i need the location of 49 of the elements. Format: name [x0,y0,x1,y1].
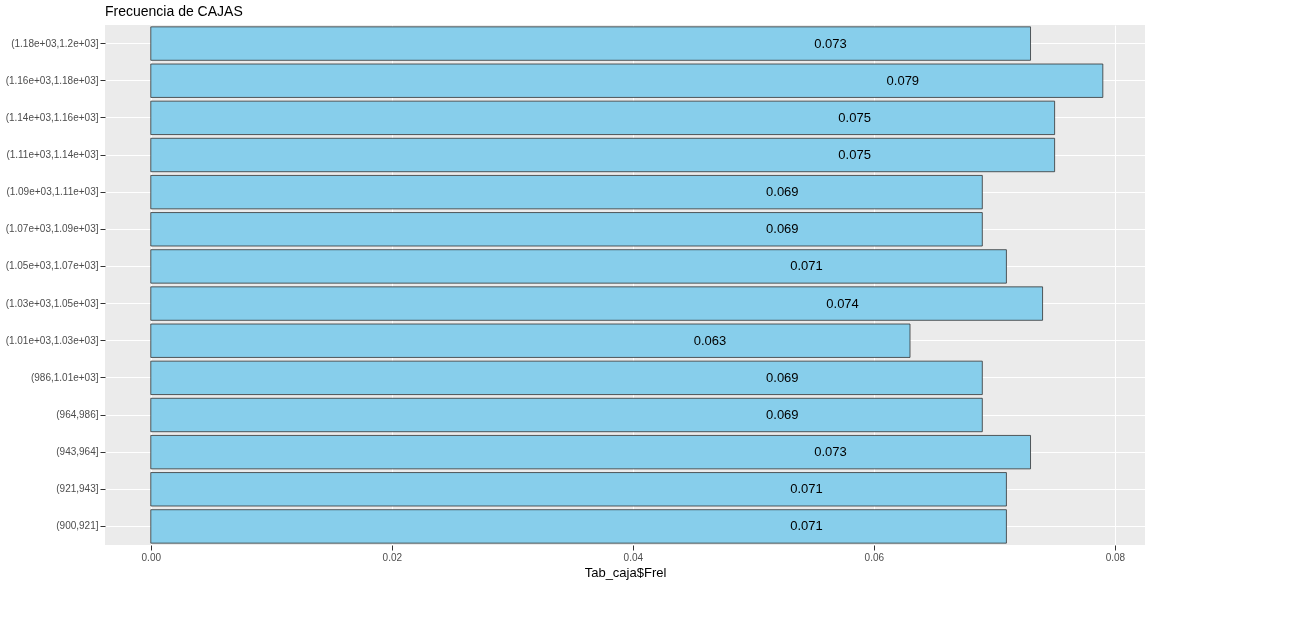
data-label: 0.069 [766,407,799,422]
y-tick-label: (1.01e+03,1.03e+03] [5,334,99,346]
data-label: 0.071 [790,518,823,534]
chart-title: Frecuencia de CAJAS [105,3,243,19]
y-tick-label: (1.09e+03,1.11e+03] [6,186,99,198]
data-label: 0.075 [838,109,871,125]
data-label: 0.063 [693,332,727,348]
y-tick-label: (1.14e+03,1.16e+03] [5,111,99,123]
bar [150,397,983,433]
data-label: 0.069 [766,221,799,237]
y-tick-label: (1.05e+03,1.07e+03] [5,260,99,272]
x-axis-title: Tab_caja$Frel [584,564,667,580]
bar [150,249,1007,284]
data-label: 0.079 [886,72,920,88]
bar [150,212,983,247]
data-label: 0.069 [766,184,799,200]
bar [150,360,983,395]
data-label: 0.074 [826,295,859,311]
bar [150,63,1104,98]
data-label: 0.069 [766,369,799,385]
data-label: 0.071 [790,481,823,497]
data-label: 0.073 [814,444,847,460]
y-tick-label: (1.03e+03,1.05e+03] [5,297,99,309]
bar [150,323,911,358]
x-tick-label: 0.04 [623,551,644,563]
y-tick-label: (1.11e+03,1.14e+03] [6,149,99,160]
data-label: 0.071 [790,258,823,274]
bar [150,26,1031,61]
bar [150,286,1043,321]
y-tick-label: (986,1.01e+03] [30,371,99,383]
y-tick-label: (900,921] [56,520,99,532]
y-tick-label: (964,986] [56,409,99,420]
bar [150,472,1007,507]
bar [150,137,1056,173]
y-tick-label: (1.16e+03,1.18e+03] [5,74,99,86]
x-tick-label: 0.06 [864,551,885,563]
bar [150,175,983,210]
data-label: 0.073 [814,35,847,51]
x-tick-label: 0.02 [382,551,403,563]
x-tick-label: 0.08 [1105,551,1126,563]
x-tick-label: 0.00 [141,551,162,563]
bar [150,509,1007,544]
y-tick-label: (921,943] [56,483,99,495]
data-label: 0.075 [838,147,871,162]
y-tick-label: (1.18e+03,1.2e+03] [11,37,99,49]
y-tick-label: (1.07e+03,1.09e+03] [5,223,99,235]
bar [150,435,1031,470]
bar [150,100,1056,135]
y-tick-label: (943,964] [56,446,99,458]
